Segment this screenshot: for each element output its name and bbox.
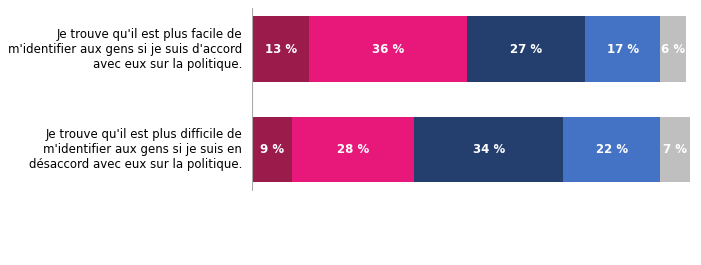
Bar <box>564 117 660 183</box>
Text: 27 %: 27 % <box>510 42 543 55</box>
Text: 6 %: 6 % <box>661 42 685 55</box>
Bar <box>414 117 564 183</box>
Bar <box>252 117 292 183</box>
Bar <box>467 16 585 82</box>
Bar <box>585 16 660 82</box>
Text: 13 %: 13 % <box>265 42 297 55</box>
Bar <box>292 117 414 183</box>
Text: 34 %: 34 % <box>472 143 505 156</box>
Bar <box>660 117 690 183</box>
Bar <box>252 16 309 82</box>
Text: 17 %: 17 % <box>606 42 639 55</box>
Text: 9 %: 9 % <box>260 143 284 156</box>
Text: 7 %: 7 % <box>663 143 687 156</box>
Text: 36 %: 36 % <box>372 42 404 55</box>
Bar <box>309 16 467 82</box>
Text: 28 %: 28 % <box>337 143 369 156</box>
Bar <box>660 16 686 82</box>
Text: 22 %: 22 % <box>596 143 627 156</box>
